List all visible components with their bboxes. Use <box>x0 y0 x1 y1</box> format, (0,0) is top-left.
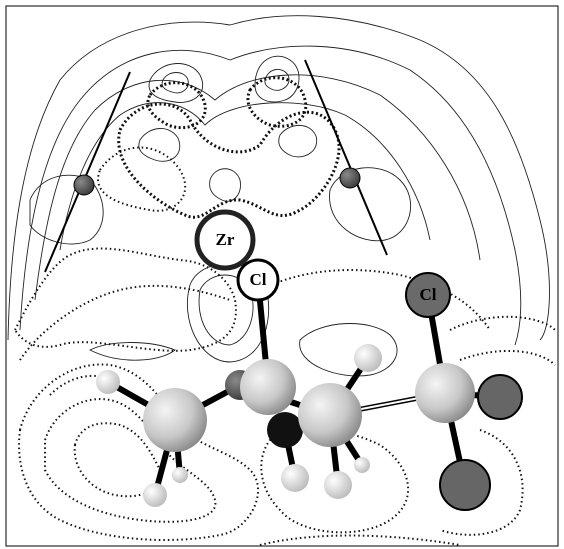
atom-label: Cl <box>420 285 437 304</box>
atom-label: Cl <box>250 270 267 289</box>
atom-label: Zr <box>216 230 235 249</box>
figure: Zr Cl Cl <box>0 0 564 549</box>
